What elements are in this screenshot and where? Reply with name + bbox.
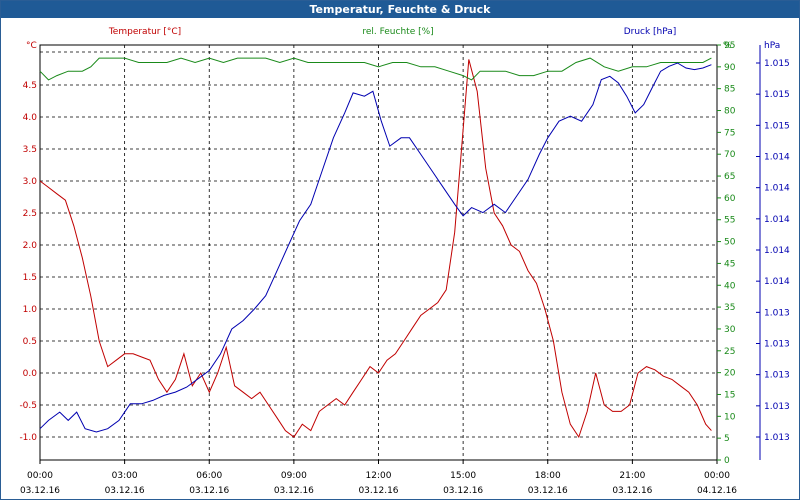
humidity-tick-label: 70 [724, 150, 736, 160]
x-date-label: 03.12.16 [443, 486, 483, 496]
pressure-axis-label: Druck [hPa] [624, 27, 677, 37]
humidity-tick-label: 30 [724, 325, 736, 335]
humidity-tick-label: 10 [724, 412, 736, 422]
x-date-label: 03.12.16 [105, 486, 145, 496]
temperature-tick-label: 2.0 [23, 241, 38, 251]
humidity-axis-label: rel. Feuchte [%] [362, 27, 433, 37]
pressure-tick-label: 1.015 [764, 90, 790, 100]
pressure-tick-label: 1.014 [764, 215, 790, 225]
temperature-tick-label: -0.5 [19, 401, 37, 411]
temperature-tick-label: 1.0 [23, 305, 38, 315]
humidity-tick-label: 15 [724, 390, 735, 400]
x-time-label: 18:00 [535, 471, 561, 481]
humidity-tick-label: 80 [724, 107, 736, 117]
x-time-label: 06:00 [196, 471, 222, 481]
pressure-tick-label: 1.013 [764, 371, 790, 381]
series [39, 57, 712, 439]
humidity-tick-label: 5 [724, 434, 730, 444]
axes: -1.0-0.50.00.51.01.52.02.53.03.54.04.500… [19, 41, 790, 496]
temperature-tick-label: -1.0 [19, 433, 37, 443]
humidity-tick-label: 95 [724, 41, 735, 51]
humidity-tick-label: 40 [724, 281, 736, 291]
x-date-label: 03.12.16 [20, 486, 60, 496]
pressure-series-line [39, 62, 712, 433]
window-title: Temperatur, Feuchte & Druck [1, 1, 799, 18]
humidity-tick-label: 25 [724, 347, 735, 357]
temperature-tick-label: 0.0 [23, 369, 38, 379]
temperature-series-line [39, 59, 712, 439]
humidity-tick-label: 65 [724, 172, 735, 182]
x-time-label: 15:00 [450, 471, 476, 481]
humidity-tick-label: 50 [724, 238, 736, 248]
x-date-label: 03.12.16 [358, 486, 398, 496]
x-date-label: 03.12.16 [612, 486, 652, 496]
humidity-unit: % [723, 41, 732, 51]
pressure-tick-label: 1.014 [764, 184, 790, 194]
pressure-tick-label: 1.013 [764, 308, 790, 318]
humidity-tick-label: 90 [724, 63, 736, 73]
x-time-label: 12:00 [366, 471, 392, 481]
humidity-tick-label: 60 [724, 194, 736, 204]
temperature-tick-label: 2.5 [23, 209, 37, 219]
x-time-label: 00:00 [27, 471, 53, 481]
x-date-label: 03.12.16 [189, 486, 229, 496]
temperature-axis-label: Temperatur [°C] [108, 27, 181, 37]
pressure-tick-label: 1.013 [764, 433, 790, 443]
pressure-tick-label: 1.014 [764, 153, 790, 163]
humidity-tick-label: 85 [724, 85, 735, 95]
pressure-tick-label: 1.015 [764, 121, 790, 131]
humidity-tick-label: 75 [724, 128, 735, 138]
temperature-tick-label: 0.5 [23, 337, 37, 347]
pressure-tick-label: 1.013 [764, 340, 790, 350]
x-time-label: 09:00 [281, 471, 307, 481]
temperature-tick-label: 4.0 [23, 113, 38, 123]
humidity-tick-label: 20 [724, 369, 736, 379]
x-date-label: 03.12.16 [274, 486, 314, 496]
pressure-tick-label: 1.013 [764, 402, 790, 412]
temperature-tick-label: 3.5 [23, 145, 37, 155]
pressure-tick-label: 1.015 [764, 59, 790, 69]
x-date-label: 04.12.16 [697, 486, 737, 496]
temperature-tick-label: 3.0 [23, 177, 38, 187]
pressure-unit: hPa [764, 41, 780, 51]
pressure-tick-label: 1.014 [764, 277, 790, 287]
pressure-tick-label: 1.014 [764, 246, 790, 256]
grid [39, 44, 718, 461]
humidity-tick-label: 0 [724, 456, 730, 466]
temperature-tick-label: 1.5 [23, 273, 37, 283]
x-time-label: 21:00 [619, 471, 645, 481]
x-date-label: 03.12.16 [528, 486, 568, 496]
humidity-series-line [39, 57, 712, 81]
humidity-tick-label: 45 [724, 259, 735, 269]
x-time-label: 00:00 [704, 471, 730, 481]
temperature-tick-label: 4.5 [23, 81, 37, 91]
temperature-unit: °C [26, 41, 37, 51]
humidity-tick-label: 55 [724, 216, 735, 226]
humidity-tick-label: 35 [724, 303, 735, 313]
x-time-label: 03:00 [112, 471, 138, 481]
